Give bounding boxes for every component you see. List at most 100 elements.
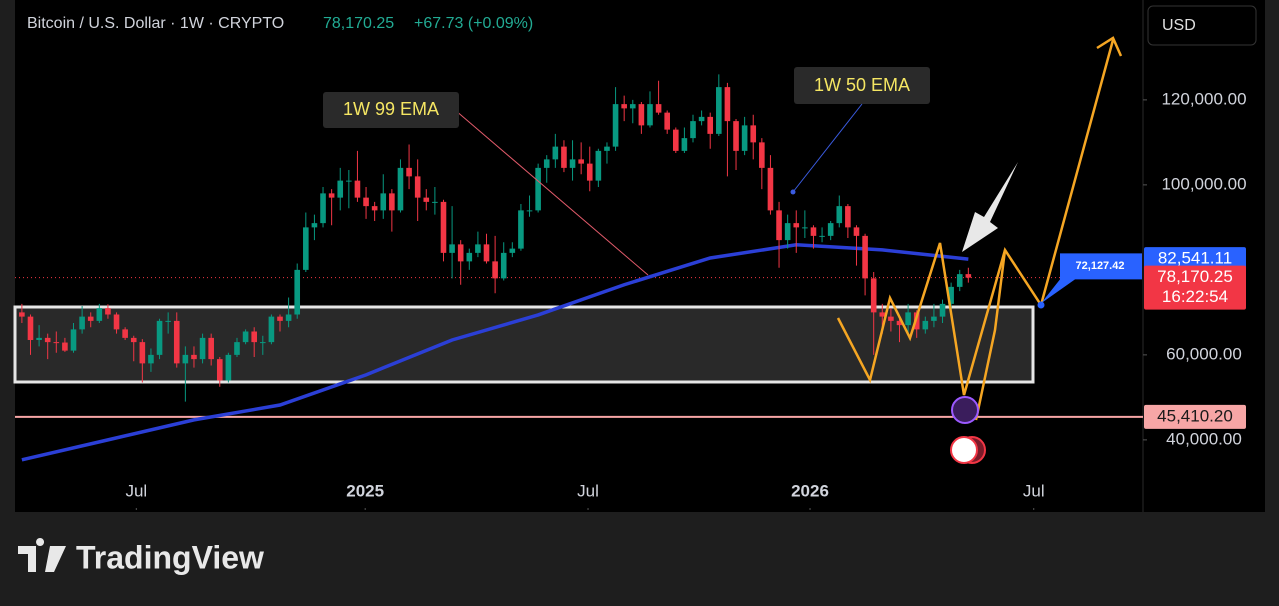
candle-body [165,320,171,322]
candle-body [638,104,645,126]
candle-body [311,223,318,228]
candle-body [320,193,326,224]
price-label: 82,541.11 [1158,249,1232,268]
candle-body [492,261,498,279]
level-label-box [1144,404,1246,429]
annotation-connector [454,109,649,276]
candle-body [939,303,946,317]
candle-body [79,316,85,330]
candle-body [449,244,455,253]
candle-body [526,210,533,212]
currency-label[interactable]: USD [1162,17,1196,34]
candle-body [53,342,60,344]
candle-body [234,342,240,355]
price-label-box [1144,265,1246,310]
candle-body [70,329,77,351]
candle-body [27,316,34,340]
candle-body [389,193,395,211]
candle-body [294,269,301,315]
y-tick-label: 120,000.00 [1161,89,1246,108]
y-tick-label: 60,000.00 [1166,344,1242,363]
annotation-box [794,67,930,104]
candle-body [879,312,886,317]
candle-body [784,223,791,241]
candle-body [750,125,757,143]
candle-body [44,337,51,343]
candle-body [793,223,800,228]
candle-body [337,180,344,198]
projection-path [974,249,1007,421]
candle-body [62,342,68,351]
candle-body [698,116,705,122]
candle-body [561,146,567,168]
candle-body [509,248,516,253]
candle-body [655,104,662,113]
candle-body [759,142,765,168]
candle-body [363,197,369,207]
candle-body [707,116,714,134]
candle-body [346,180,352,182]
annotation-connector [792,103,863,193]
candle-body [931,316,937,321]
candle-body [216,359,223,381]
pointer-arrow [962,162,1018,252]
candle-body [870,278,877,313]
candle-body [500,252,507,279]
candle-body [853,227,860,236]
price-bubble-label: 72,127.42 [1076,260,1125,272]
candle-body [586,163,593,181]
candle-body [87,316,94,321]
candle-body [440,201,447,253]
candle-body [672,129,679,151]
drawing-anchor [1037,301,1045,309]
currency-button[interactable] [1147,5,1257,46]
candle-body [130,337,137,343]
candle-body [328,193,335,198]
candle-body [724,87,731,122]
last-price: 78,170.25 [323,15,394,32]
event-icon [951,396,979,424]
candle-body [595,150,602,181]
candle-body [569,159,576,168]
candle-body [629,104,636,109]
candle-body [767,167,774,211]
candle-body [199,337,206,360]
candle-body [948,286,954,304]
candle-body [303,227,309,270]
candle-body [690,121,696,139]
candle-body [36,337,42,340]
candle-body [139,342,146,364]
candle-body [647,104,653,126]
candle-body [191,354,197,360]
candle-body [122,329,128,338]
candle-body [371,206,378,211]
candle-body [810,227,817,236]
candle-body [896,320,903,326]
candle-body [802,227,808,229]
candle-body [888,316,894,321]
candle-body [578,159,584,164]
candle-body [259,342,266,344]
price-change: +67.73 (+0.09%) [414,15,533,32]
candle-body [552,146,559,160]
candle-body [105,308,111,315]
candle-body [956,274,963,287]
candle-body [113,314,120,330]
price-label: 78,170.25 [1157,267,1233,286]
projection-arrowhead [1096,36,1123,57]
candle-body [173,320,180,364]
candle-body [457,244,464,262]
candle-body [827,223,834,236]
annotation-anchor [790,189,796,195]
candle-body [285,314,292,321]
price-label-box [1144,247,1246,272]
plot [15,74,1143,462]
x-tick-label: 2025 [346,481,384,500]
candle-body [475,244,481,253]
level-label: 45,410.20 [1157,406,1233,425]
candle-body [148,354,154,364]
candle-body [965,274,972,278]
candle-body [354,180,361,198]
